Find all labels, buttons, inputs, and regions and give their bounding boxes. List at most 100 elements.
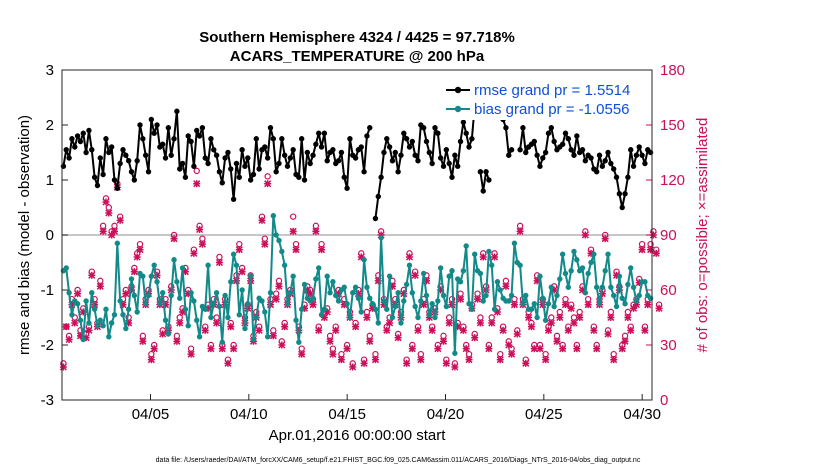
- bias-point: [636, 292, 642, 299]
- rmse-point: [602, 158, 608, 164]
- obs-assimilated-point: [553, 337, 561, 345]
- obs-assimilated-point: [332, 326, 340, 334]
- rmse-point: [196, 133, 203, 139]
- rmse-point: [639, 152, 645, 158]
- rmse-point: [378, 174, 384, 180]
- obs-assimilated-point: [451, 363, 459, 371]
- rmse-point: [290, 147, 296, 153]
- y-right-tick-label: 0: [660, 392, 668, 409]
- obs-assimilated-point: [224, 359, 232, 367]
- rmse-point: [463, 130, 469, 136]
- obs-assimilated-point: [147, 356, 155, 364]
- rmse-point: [287, 155, 294, 161]
- bias-point: [236, 312, 242, 318]
- bias-point: [179, 265, 186, 271]
- obs-assimilated-point: [201, 326, 209, 334]
- obs-assimilated-point: [59, 363, 67, 371]
- rmse-point: [321, 130, 328, 136]
- obs-assimilated-point: [502, 282, 510, 290]
- bias-point: [123, 325, 129, 332]
- bias-point: [517, 262, 523, 268]
- obs-assimilated-point: [227, 323, 235, 331]
- rmse-point: [454, 163, 461, 169]
- obs-assimilated-point: [96, 282, 104, 290]
- obs-assimilated-point: [462, 345, 470, 353]
- obs-assimilated-point: [71, 319, 79, 327]
- obs-assimilated-point: [215, 258, 223, 267]
- obs-assimilated-point: [383, 326, 391, 334]
- obs-assimilated-point: [522, 359, 530, 367]
- rmse-point: [74, 133, 81, 139]
- rmse-point: [228, 166, 234, 172]
- bias-point: [545, 301, 552, 307]
- rmse-point: [253, 136, 260, 142]
- obs-assimilated-point: [318, 246, 326, 254]
- obs-assimilated-point: [176, 319, 184, 327]
- y-right-tick-label: 120: [660, 172, 685, 189]
- bias-point: [267, 290, 274, 296]
- bias-point: [86, 320, 92, 326]
- obs-assimilated-point: [542, 356, 550, 364]
- bias-point: [290, 273, 296, 279]
- bias-point: [100, 323, 106, 329]
- rmse-point: [128, 169, 135, 175]
- bias-point: [608, 284, 614, 290]
- bias-point: [318, 312, 325, 318]
- rmse-point: [304, 149, 311, 156]
- bias-point: [355, 295, 362, 301]
- bias-point: [211, 301, 217, 307]
- chart-subtitle: ACARS_TEMPERATURE @ 200 hPa: [230, 48, 485, 65]
- bias-point: [531, 301, 537, 307]
- bias-point: [574, 257, 580, 263]
- obs-assimilated-point: [593, 345, 601, 353]
- rmse-point: [114, 185, 121, 191]
- rmse-point: [367, 125, 373, 131]
- legend-box: [440, 78, 646, 120]
- rmse-point: [338, 149, 345, 156]
- rmse-point: [330, 147, 336, 153]
- bias-point: [182, 306, 189, 312]
- bias-point: [298, 306, 305, 312]
- rmse-point: [199, 125, 206, 131]
- obs-assimilated-point: [159, 330, 167, 338]
- obs-assimilated-point: [624, 313, 632, 322]
- obs-assimilated-point: [570, 319, 578, 327]
- rmse-point: [551, 138, 557, 145]
- bias-point: [540, 295, 546, 301]
- rmse-point: [120, 147, 126, 153]
- rmse-point: [108, 144, 115, 150]
- legend-bias-label: bias grand pr = -1.0556: [474, 101, 630, 118]
- obs-assimilated-point: [445, 319, 453, 327]
- bias-point: [69, 312, 75, 318]
- bias-point: [321, 306, 328, 312]
- rmse-point: [341, 174, 347, 180]
- obs-assimilated-point: [652, 249, 660, 257]
- rmse-point: [503, 125, 509, 131]
- bias-point: [83, 298, 89, 304]
- legend-rmse-marker: [454, 86, 462, 94]
- bias-point: [125, 306, 132, 312]
- rmse-point: [80, 130, 86, 136]
- obs-assimilated-point: [386, 319, 394, 327]
- y-axis-left-label: rmse and bias (model - observation): [16, 115, 33, 355]
- bias-point: [194, 317, 200, 323]
- bias-point: [489, 262, 495, 268]
- bias-point: [415, 314, 421, 321]
- bias-point: [551, 303, 557, 310]
- rmse-point: [593, 169, 600, 175]
- rmse-point: [148, 116, 155, 123]
- obs-assimilated-point: [360, 359, 368, 367]
- bias-point: [151, 262, 157, 268]
- obs-assimilated-point: [352, 323, 360, 331]
- bias-point: [565, 284, 572, 290]
- rmse-point: [111, 177, 118, 183]
- bias-point: [596, 301, 603, 307]
- rmse-point: [262, 144, 268, 150]
- bias-point: [392, 303, 398, 310]
- obs-assimilated-point: [465, 356, 473, 364]
- bias-point: [264, 334, 271, 340]
- obs-assimilated-point: [136, 246, 144, 254]
- x-tick-label: 04/25: [525, 406, 563, 423]
- bias-point: [239, 287, 245, 293]
- rmse-point: [562, 130, 569, 136]
